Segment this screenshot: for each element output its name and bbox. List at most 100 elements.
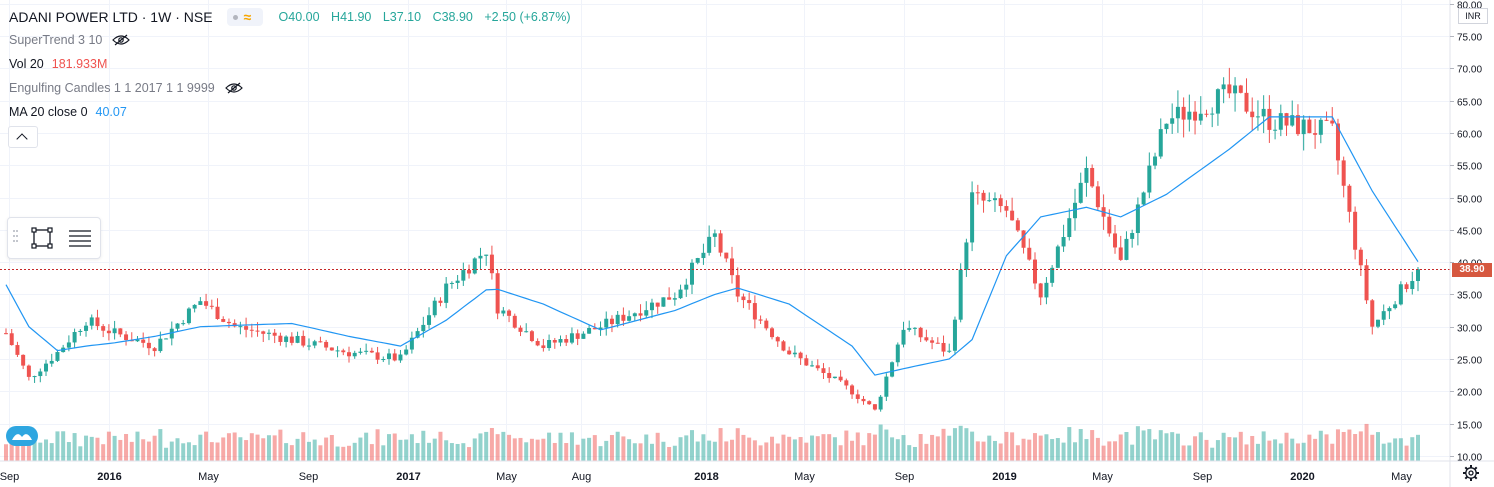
candle xyxy=(238,321,243,335)
symbol-title[interactable]: ADANI POWER LTD · 1W · NSE xyxy=(9,9,213,25)
drag-handle-icon[interactable] xyxy=(13,230,19,246)
candle-body xyxy=(66,342,71,348)
candle-body xyxy=(598,327,603,330)
candle xyxy=(164,338,169,340)
y-tick-label: 30.00 xyxy=(1457,324,1482,335)
candle-body xyxy=(981,192,986,201)
candle xyxy=(358,347,363,355)
candle-body xyxy=(547,340,552,349)
volume-bar xyxy=(1101,445,1106,461)
candle-body xyxy=(1044,282,1049,298)
candle xyxy=(55,349,60,363)
candle-body xyxy=(1084,167,1089,183)
candle-body xyxy=(1250,111,1255,118)
y-tick-label: 65.00 xyxy=(1457,98,1482,109)
x-tick-label: May xyxy=(794,471,815,483)
volume-bar xyxy=(998,443,1003,461)
eye-hidden-icon[interactable] xyxy=(112,34,131,46)
hamburger-menu-icon[interactable] xyxy=(66,224,94,252)
compare-button[interactable]: ≈ xyxy=(226,8,263,26)
x-tick-label: May xyxy=(1391,471,1412,483)
volume-bar xyxy=(444,440,449,461)
candle xyxy=(518,325,523,337)
candle xyxy=(689,259,694,295)
volume-bar xyxy=(32,432,37,461)
volume-bar xyxy=(266,435,271,461)
eye-hidden-icon[interactable] xyxy=(224,82,243,94)
candle xyxy=(1416,266,1420,292)
volume-bar xyxy=(1118,434,1123,461)
candle-body xyxy=(289,336,294,343)
volume-bar xyxy=(741,434,746,461)
volume-bar xyxy=(375,429,380,461)
candle xyxy=(501,307,506,317)
candle-body xyxy=(1335,123,1340,161)
candle xyxy=(1410,271,1415,295)
candle xyxy=(1290,100,1295,127)
volume-bar xyxy=(1261,431,1266,461)
volume-bar xyxy=(1061,442,1066,461)
volume-bar xyxy=(1267,440,1272,461)
volume-bar xyxy=(1090,430,1095,461)
volume-bar xyxy=(129,441,134,461)
candle xyxy=(827,367,832,383)
candle xyxy=(226,318,231,328)
candle-body xyxy=(1404,284,1409,290)
volume-bar xyxy=(569,432,574,461)
currency-label[interactable]: INR xyxy=(1458,8,1488,24)
volume-bar xyxy=(552,442,557,461)
candle xyxy=(192,304,197,313)
candle xyxy=(609,315,614,333)
settings-gear-icon[interactable] xyxy=(1462,464,1480,482)
volume-bar xyxy=(1255,443,1260,461)
drawing-toolbox[interactable] xyxy=(7,217,101,259)
candle-body xyxy=(901,329,906,345)
logo-icon[interactable] xyxy=(6,426,38,446)
collapse-legend-button[interactable] xyxy=(8,126,38,148)
volume-bar xyxy=(1158,430,1163,461)
candle-body xyxy=(101,326,106,331)
candle-body xyxy=(998,198,1003,207)
volume-bar xyxy=(306,441,311,461)
candle xyxy=(1153,152,1158,170)
candle-body xyxy=(587,328,592,334)
candle-body xyxy=(1210,113,1215,115)
candle-body xyxy=(1061,237,1066,247)
candle xyxy=(1021,230,1026,254)
candle-body xyxy=(404,349,409,355)
candle xyxy=(1095,181,1100,210)
indicator-volume[interactable]: Vol 20 181.933M xyxy=(9,57,107,71)
candle-body xyxy=(461,270,466,281)
candle xyxy=(844,378,849,390)
candle xyxy=(221,316,226,323)
candle xyxy=(1050,265,1055,287)
volume-bar xyxy=(758,445,763,461)
candle-body xyxy=(484,254,489,256)
candle-body xyxy=(895,344,900,363)
volume-bar xyxy=(655,432,660,461)
candle xyxy=(752,295,757,329)
indicator-supertrend[interactable]: SuperTrend 3 10 xyxy=(9,33,131,47)
volume-bar xyxy=(730,439,735,461)
candle xyxy=(1170,103,1175,134)
volume-bar xyxy=(1027,439,1032,461)
volume-bar xyxy=(164,447,169,461)
candle xyxy=(1387,306,1392,320)
indicator-engulfing[interactable]: Engulfing Candles 1 1 2017 1 1 9999 xyxy=(9,81,243,95)
candle xyxy=(547,334,552,351)
candle-body xyxy=(1393,304,1398,309)
candle-body xyxy=(409,337,414,350)
indicator-ma[interactable]: MA 20 close 0 40.07 xyxy=(9,105,127,119)
candle xyxy=(495,269,500,320)
change-value: +2.50 (+6.87%) xyxy=(484,10,571,24)
rectangle-tool-icon[interactable] xyxy=(28,224,56,252)
candle xyxy=(1010,197,1015,221)
volume-bar xyxy=(455,443,460,461)
candle xyxy=(930,337,935,350)
candle xyxy=(1198,96,1203,125)
volume-bar xyxy=(1341,431,1346,461)
candle-body xyxy=(1301,119,1306,135)
candle xyxy=(655,302,660,314)
